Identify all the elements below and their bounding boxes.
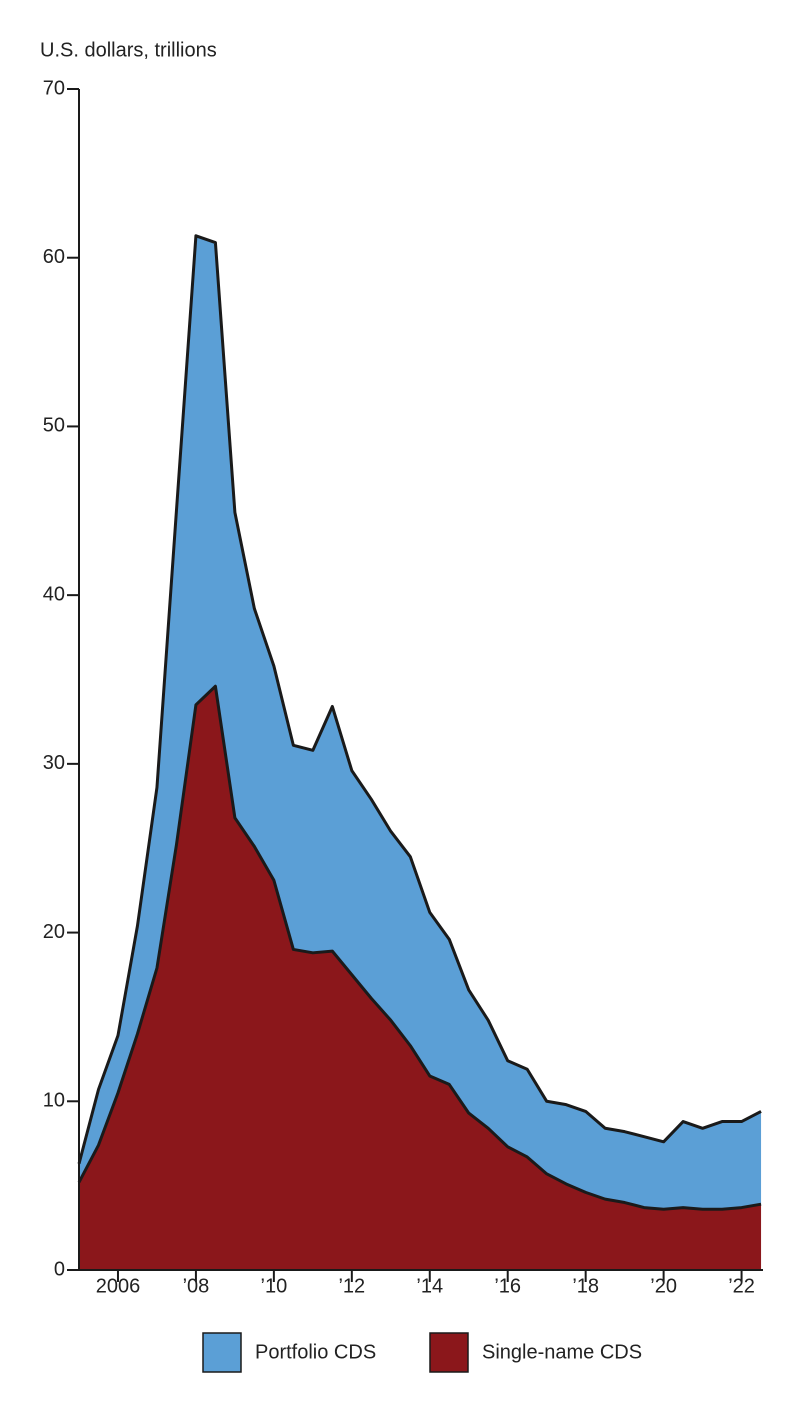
x-tick-label: ’20 — [650, 1275, 677, 1297]
y-tick-label: 60 — [43, 246, 65, 268]
area-outline — [77, 684, 762, 1211]
y-tick-label: 70 — [43, 77, 65, 99]
y-tick-label: 20 — [43, 921, 65, 943]
legend-label: Portfolio CDS — [255, 1341, 376, 1363]
x-tick-label: ’14 — [416, 1275, 443, 1297]
x-tick-label: ’18 — [572, 1275, 599, 1297]
y-tick-label: 50 — [43, 415, 65, 437]
x-tick-label: 2006 — [96, 1275, 141, 1297]
area — [79, 235, 762, 1210]
area-outline — [77, 234, 762, 1165]
legend-swatch — [429, 1332, 469, 1373]
x-tick-label: ’16 — [494, 1275, 521, 1297]
x-tick-label: ’08 — [183, 1275, 210, 1297]
area — [79, 686, 762, 1270]
legend-swatch — [202, 1332, 242, 1373]
legend-label: Single-name CDS — [482, 1341, 642, 1363]
x-tick-label: ’12 — [338, 1275, 365, 1297]
y-tick-label: 0 — [54, 1258, 65, 1280]
y-tick-label: 30 — [43, 752, 65, 774]
y-tick-label: 40 — [43, 583, 65, 605]
x-tick-label: ’10 — [261, 1275, 288, 1297]
y-tick-label: 10 — [43, 1090, 65, 1112]
x-tick-label: ’22 — [728, 1275, 755, 1297]
y-axis-label: U.S. dollars, trillions — [40, 39, 217, 61]
